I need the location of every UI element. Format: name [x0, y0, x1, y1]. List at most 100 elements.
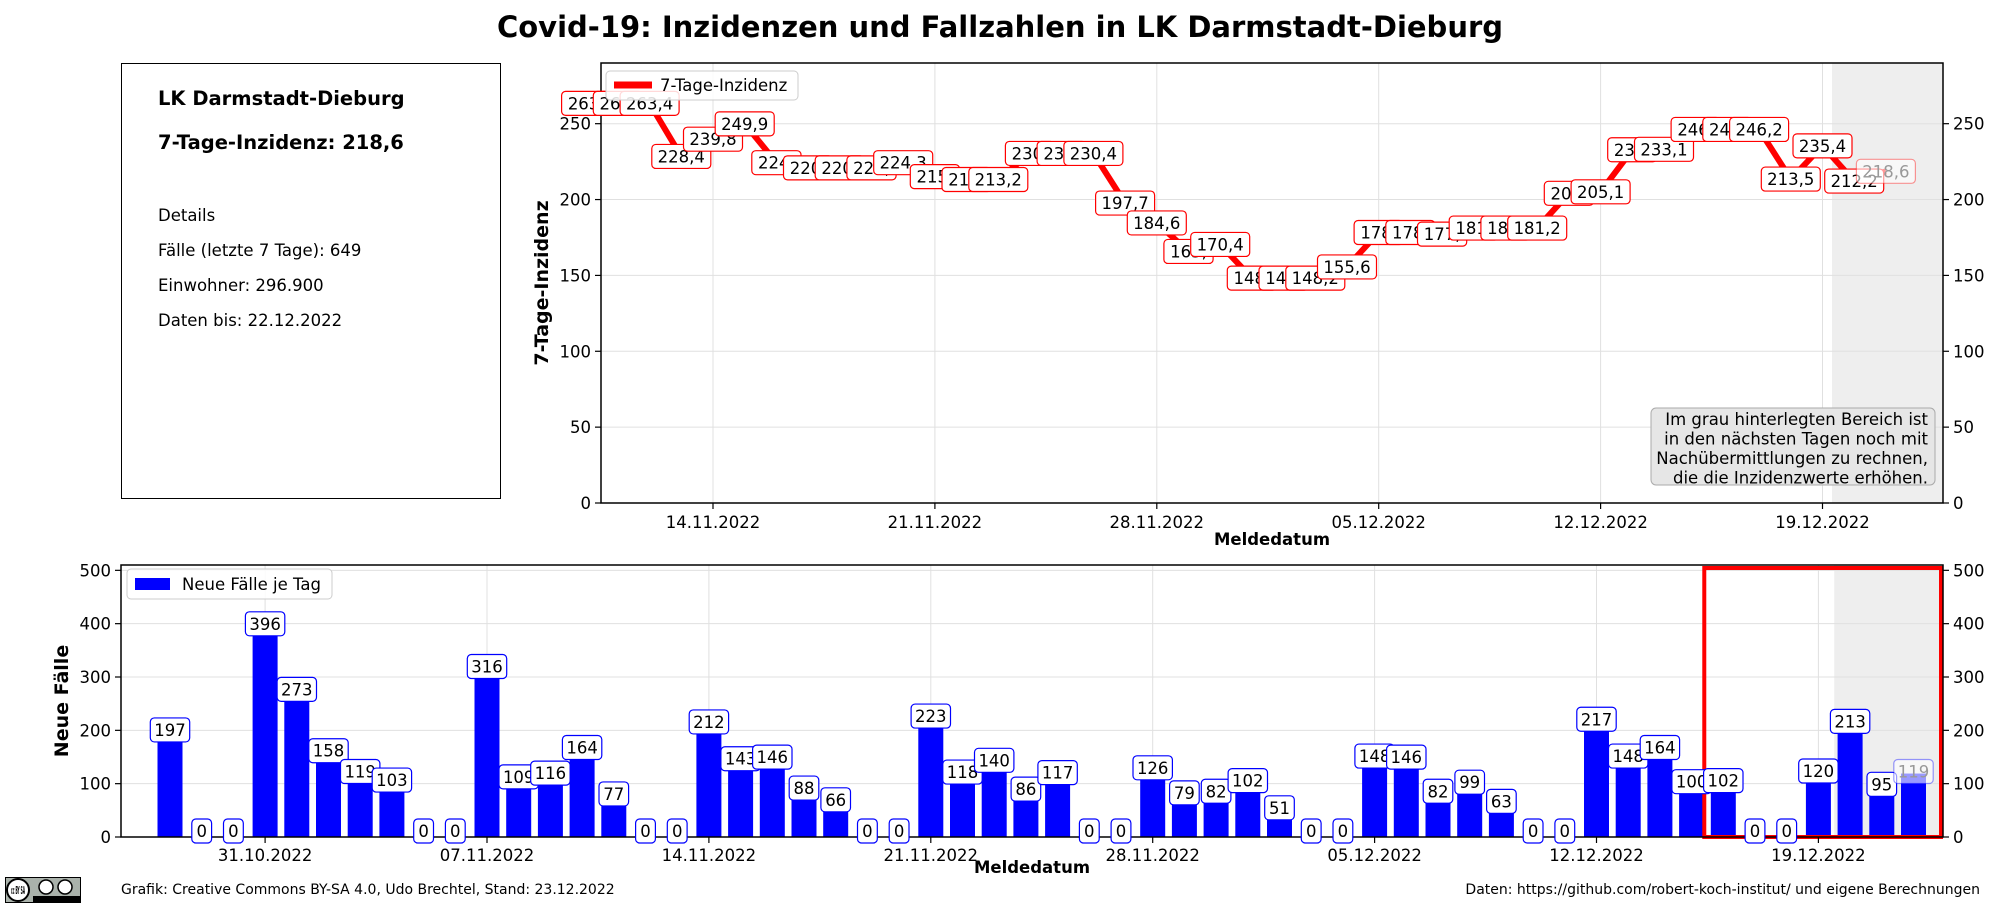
x-tick-label: 05.12.2022 — [1327, 846, 1421, 865]
bar-label-box — [276, 676, 318, 703]
bar-label: 79 — [1174, 784, 1195, 803]
x-tick-label: 07.11.2022 — [440, 846, 534, 865]
bar-label: 82 — [1428, 782, 1449, 801]
bar-label-box — [1454, 769, 1486, 795]
data-label-box — [1316, 254, 1378, 280]
bar-label: 99 — [1459, 773, 1480, 792]
source-text: Daten: https://github.com/robert-koch-in… — [1465, 882, 1980, 898]
legend-label: Neue Fälle je Tag — [182, 575, 321, 594]
x-tick-label: 19.12.2022 — [1771, 846, 1865, 865]
y-tick-label-right: 100 — [1953, 775, 1985, 794]
y-tick-label: 150 — [560, 266, 592, 285]
bar — [157, 731, 183, 837]
population: Einwohner: 296.900 — [158, 276, 324, 295]
bar — [1362, 758, 1388, 837]
bar-label: 213 — [1834, 712, 1866, 731]
bar-label: 0 — [1338, 822, 1349, 841]
x-axis-label: Meldedatum — [1214, 530, 1330, 549]
bar-label: 140 — [978, 751, 1010, 770]
bar — [284, 691, 310, 837]
bar-label: 146 — [757, 748, 789, 767]
annotation-text: Im grau hinterlegten Bereich ist in den n… — [1656, 410, 1928, 488]
bar-label: 120 — [1803, 762, 1835, 781]
legend-box — [605, 70, 799, 101]
data-label-box — [1190, 231, 1251, 258]
bar — [1805, 773, 1831, 837]
y-axis-label: Neue Fälle — [51, 645, 73, 757]
data-label: 246,2 — [1735, 120, 1782, 139]
bar-label: 0 — [196, 822, 207, 841]
bar-label-box — [820, 787, 852, 813]
bar-label: 217 — [1581, 710, 1613, 729]
y-tick-label-right: 0 — [1953, 494, 1964, 513]
data-label: 235,4 — [1799, 137, 1846, 156]
y-tick-label: 0 — [101, 828, 112, 847]
bar-label: 118 — [947, 763, 979, 782]
bar — [1615, 758, 1641, 837]
bar-label-box — [634, 818, 656, 844]
bar-label-box — [973, 747, 1015, 773]
bar-label-box — [371, 767, 413, 793]
bar-label-box — [191, 818, 213, 844]
bar-label: 0 — [1084, 822, 1095, 841]
bar-label: 0 — [450, 822, 461, 841]
bar-label: 103 — [376, 771, 408, 790]
plot-frame — [600, 62, 1944, 504]
bar-label: 119 — [1898, 763, 1930, 782]
bar-label: 116 — [535, 764, 567, 783]
bar-label: 0 — [1306, 822, 1317, 841]
data-label: 230,4 — [1070, 144, 1117, 163]
bar-label: 273 — [281, 680, 313, 699]
bar-label: 197 — [154, 721, 186, 740]
bar-label-box — [1866, 771, 1898, 797]
bar-label-box — [1227, 767, 1269, 794]
bar-label-box — [688, 709, 730, 735]
bar-label-box — [1300, 818, 1322, 844]
bar-label: 86 — [1015, 780, 1036, 799]
data-label: 228,4 — [658, 147, 705, 166]
y-tick-label: 500 — [80, 561, 112, 580]
bar-label-box — [244, 611, 286, 637]
data-label: 213,2 — [975, 171, 1022, 190]
incidence-line-chart: 263,263,263,4228,4239,8249,9224,220,220,… — [531, 62, 1985, 549]
y-tick-label-right: 200 — [1953, 721, 1985, 740]
bar-label-box — [1485, 788, 1517, 815]
bar-label: 117 — [1042, 764, 1074, 783]
cc-logo-text: cc BY SA — [11, 884, 25, 897]
bar-label: 143 — [725, 750, 757, 769]
bar — [1837, 723, 1863, 837]
bar-label-box — [466, 653, 508, 680]
bar-label: 102 — [1708, 772, 1740, 791]
bar-label-box — [1522, 818, 1544, 844]
bar-label: 66 — [825, 791, 846, 810]
bar-label-box — [1132, 755, 1174, 781]
legend-label: 7-Tage-Inzidenz — [660, 76, 787, 95]
data-label: 181,2 — [1514, 219, 1561, 238]
bar-label-box — [1010, 776, 1042, 802]
data-label-box — [1855, 158, 1917, 184]
bar-label: 0 — [1116, 822, 1127, 841]
bar — [1584, 721, 1609, 837]
data-label-box — [1094, 190, 1156, 216]
info-box: LK Darmstadt-Dieburg 7-Tage-Inzidenz: 21… — [121, 63, 501, 499]
y-tick-label-right: 400 — [1953, 615, 1985, 634]
bar — [316, 752, 341, 837]
data-label: 218,6 — [1862, 162, 1909, 181]
bar-label-box — [666, 818, 688, 844]
bar-label: 119 — [344, 763, 376, 782]
data-until: Daten bis: 22.12.2022 — [158, 311, 343, 330]
bar-label: 109 — [503, 768, 535, 787]
bar-label: 396 — [249, 615, 281, 634]
data-label-box — [1507, 215, 1568, 241]
x-tick-label: 31.10.2022 — [218, 846, 312, 865]
y-tick-label: 300 — [80, 668, 112, 687]
x-tick-label: 14.11.2022 — [666, 513, 760, 532]
bar — [252, 625, 278, 837]
bar-label-box — [1385, 744, 1427, 770]
bar-label-box — [1893, 758, 1934, 785]
bar-label: 95 — [1871, 775, 1892, 794]
data-label: 205,1 — [1577, 183, 1624, 202]
data-label-box — [1126, 210, 1187, 236]
y-tick-label-right: 150 — [1953, 266, 1985, 285]
bar-label-box — [1829, 708, 1871, 735]
